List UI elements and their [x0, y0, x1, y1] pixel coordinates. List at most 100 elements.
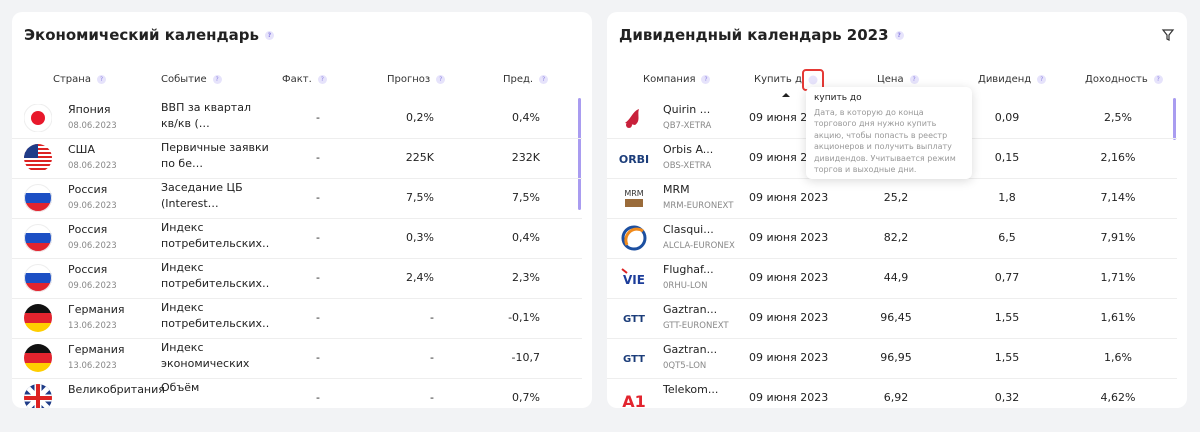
event-name: Индекс потребительских…: [161, 261, 269, 290]
company-ticker: 0RHU-LON: [663, 281, 708, 291]
yield-value: 4,62%: [1100, 391, 1136, 404]
scrollbar[interactable]: [578, 98, 581, 210]
company-name: Orbis A...: [663, 143, 714, 156]
svg-text:GTT: GTT: [623, 314, 645, 325]
previous-value: -10,7: [511, 351, 540, 364]
table-row: A1 Telekom... 09 июня 2023 6,92 0,32 4,62%: [607, 378, 1177, 408]
help-icon[interactable]: ?: [436, 74, 446, 84]
actual-value: -: [316, 111, 320, 124]
header-text: Доходность: [1085, 74, 1148, 85]
company-name: Gaztran...: [663, 303, 718, 316]
scrollbar[interactable]: [1173, 98, 1176, 140]
buy-date: 09 июня 2023: [749, 311, 829, 324]
help-icon[interactable]: ?: [1037, 74, 1047, 84]
country-name: Германия: [68, 343, 125, 356]
company-ticker: ALCLA-EURONEX: [663, 241, 735, 251]
buy-date: 09 июня 2023: [749, 231, 829, 244]
country-flag: [24, 184, 52, 216]
dividend-value: 0,15: [994, 151, 1020, 164]
yield-value: 7,91%: [1100, 231, 1136, 244]
header-text: Купить до: [754, 74, 808, 85]
yield-value: 2,5%: [1104, 111, 1132, 124]
help-icon[interactable]: ?: [894, 31, 904, 40]
panel-title: Дивидендный календарь 2023?: [619, 26, 904, 44]
price-value: 25,2: [883, 191, 909, 204]
header-text: Компания: [643, 74, 696, 85]
help-icon[interactable]: ?: [1153, 74, 1163, 84]
row-date: 08.06.2023: [68, 161, 117, 171]
yield-value: 1,71%: [1100, 271, 1136, 284]
help-icon[interactable]: ?: [909, 74, 919, 84]
price-value: 44,9: [883, 271, 909, 284]
table-row: GTT Gaztran... GTT-EURONEXT 09 июня 2023 96,…: [607, 298, 1177, 339]
company-name: Flughaf...: [663, 263, 714, 276]
table-row: США 08.06.2023 Первичные заявки по бе… - 225…: [12, 138, 582, 179]
header-text: Дивиденд: [978, 74, 1032, 85]
company-name: Telekom...: [663, 383, 719, 396]
actual-value: -: [316, 351, 320, 364]
forecast-value: -: [430, 391, 434, 404]
dividend-panel: Дивидендный календарь 2023? Компания? Куп…: [607, 12, 1187, 408]
buy-date: 09 июня 2023: [749, 271, 829, 284]
help-icon[interactable]: ?: [212, 74, 222, 84]
help-icon[interactable]: ?: [539, 74, 549, 84]
table-row: Россия 09.06.2023 Индекс потребительских… -…: [12, 218, 582, 259]
country-name: Россия: [68, 183, 108, 196]
company-logo: ORBI: [619, 143, 649, 177]
company-ticker: QB7-XETRA: [663, 121, 712, 131]
economic-panel: Экономический календарь? Страна? Событие?…: [12, 12, 592, 408]
help-icon[interactable]: ?: [701, 74, 711, 84]
column-header: Доходность?: [1085, 74, 1163, 85]
company-logo: GTT: [619, 303, 649, 337]
company-logo: GTT: [619, 343, 649, 377]
dividend-value: 1,8: [998, 191, 1016, 204]
company-name: Gaztran...: [663, 343, 718, 356]
help-icon[interactable]: ?: [317, 74, 327, 84]
company-ticker: OBS-XETRA: [663, 161, 712, 171]
filter-icon[interactable]: [1161, 28, 1175, 42]
event-name: Заседание ЦБ (Interest…: [161, 181, 243, 210]
svg-text:A1: A1: [622, 392, 646, 408]
help-icon[interactable]: ?: [265, 31, 275, 40]
company-ticker: MRM-EURONEXT: [663, 201, 734, 211]
forecast-value: -: [430, 351, 434, 364]
column-header: Факт.?: [282, 74, 327, 85]
dividend-value: 1,55: [994, 311, 1020, 324]
title-text: Дивидендный календарь 2023: [619, 26, 889, 44]
event-name: Индекс экономических н…: [161, 341, 250, 376]
dividend-value: 1,55: [994, 351, 1020, 364]
row-date: 09.06.2023: [68, 201, 117, 211]
column-header: Страна?: [53, 74, 106, 85]
buy-date: 09 июня 2023: [749, 191, 829, 204]
company-logo: [619, 223, 649, 257]
dividend-value: 0,32: [994, 391, 1020, 404]
country-name: Россия: [68, 263, 108, 276]
header-text: Пред.: [503, 74, 534, 85]
table-row: Clasqui... ALCLA-EURONEX 09 июня 2023 82,2 6…: [607, 218, 1177, 259]
company-name: Quirin ...: [663, 103, 711, 116]
forecast-value: 0,3%: [406, 231, 434, 244]
header-text: Прогноз: [387, 74, 431, 85]
previous-value: 232K: [511, 151, 540, 164]
country-flag: [24, 304, 52, 336]
country-flag: [24, 344, 52, 376]
actual-value: -: [316, 311, 320, 324]
table-row: VIE Flughaf... 0RHU-LON 09 июня 2023 44,9 0,7…: [607, 258, 1177, 299]
table-row: Россия 09.06.2023 Индекс потребительских… -…: [12, 258, 582, 299]
help-icon[interactable]: ?: [96, 74, 106, 84]
buy-date: 09 июня 2023: [749, 351, 829, 364]
country-name: Германия: [68, 303, 125, 316]
row-date: 13.06.2023: [68, 361, 117, 371]
row-date: 09.06.2023: [68, 241, 117, 251]
previous-value: 0,4%: [512, 111, 540, 124]
price-value: 6,92: [883, 391, 909, 404]
actual-value: -: [316, 151, 320, 164]
tooltip: купить до Дата, в которую до конца торгов…: [806, 87, 972, 179]
column-header: Компания?: [643, 74, 711, 85]
table-row: Германия 13.06.2023 Индекс потребительских…: [12, 298, 582, 339]
yield-value: 1,6%: [1104, 351, 1132, 364]
previous-value: 0,7%: [512, 391, 540, 404]
company-name: MRM: [663, 183, 690, 196]
country-flag: [24, 384, 52, 408]
forecast-value: 2,4%: [406, 271, 434, 284]
